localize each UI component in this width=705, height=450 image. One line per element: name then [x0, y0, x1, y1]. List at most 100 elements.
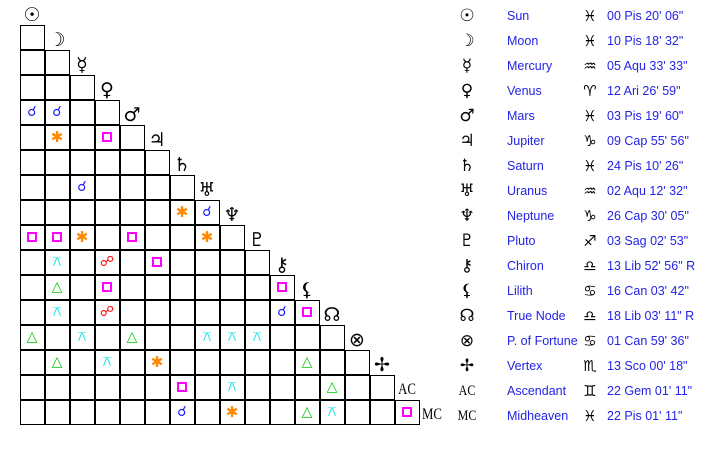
- aspect-cell-midheaven-saturn[interactable]: ☌: [169, 399, 195, 425]
- aspect-cell-p-of-fortune-mars[interactable]: △: [119, 324, 145, 350]
- aspect-cell-moon-sun[interactable]: [19, 24, 45, 50]
- aspect-cell-jupiter-moon[interactable]: ✱: [44, 124, 70, 150]
- aspect-cell-p-of-fortune-jupiter[interactable]: [144, 324, 170, 350]
- aspect-cell-lilith-neptune[interactable]: [219, 274, 245, 300]
- aspect-cell-venus-mercury[interactable]: [69, 74, 95, 100]
- aspect-cell-midheaven-uranus[interactable]: [194, 399, 220, 425]
- aspect-cell-uranus-mercury[interactable]: ☌: [69, 174, 95, 200]
- aspect-cell-lilith-saturn[interactable]: [169, 274, 195, 300]
- aspect-cell-midheaven-mars[interactable]: [119, 399, 145, 425]
- aspect-cell-vertex-jupiter[interactable]: ✱: [144, 349, 170, 375]
- aspect-cell-mercury-moon[interactable]: [44, 49, 70, 75]
- aspect-cell-saturn-venus[interactable]: [94, 149, 120, 175]
- aspect-cell-vertex-mercury[interactable]: [69, 349, 95, 375]
- aspect-cell-neptune-jupiter[interactable]: [144, 199, 170, 225]
- aspect-cell-chiron-neptune[interactable]: [219, 249, 245, 275]
- aspect-cell-neptune-venus[interactable]: [94, 199, 120, 225]
- aspect-cell-p-of-fortune-venus[interactable]: [94, 324, 120, 350]
- aspect-cell-chiron-saturn[interactable]: [169, 249, 195, 275]
- aspect-cell-true-node-lilith[interactable]: [294, 299, 320, 325]
- aspect-cell-pluto-moon[interactable]: [44, 224, 70, 250]
- aspect-cell-ascendant-uranus[interactable]: [194, 374, 220, 400]
- aspect-cell-ascendant-lilith[interactable]: [294, 374, 320, 400]
- aspect-cell-neptune-uranus[interactable]: ☌: [194, 199, 220, 225]
- aspect-cell-mars-venus[interactable]: [94, 99, 120, 125]
- aspect-cell-chiron-jupiter[interactable]: [144, 249, 170, 275]
- aspect-cell-uranus-jupiter[interactable]: [144, 174, 170, 200]
- aspect-cell-true-node-mars[interactable]: [119, 299, 145, 325]
- aspect-cell-midheaven-moon[interactable]: [44, 399, 70, 425]
- aspect-cell-midheaven-chiron[interactable]: [269, 399, 295, 425]
- aspect-cell-p-of-fortune-mercury[interactable]: ⚻: [69, 324, 95, 350]
- aspect-cell-vertex-venus[interactable]: ⚻: [94, 349, 120, 375]
- aspect-cell-true-node-neptune[interactable]: [219, 299, 245, 325]
- aspect-cell-ascendant-chiron[interactable]: [269, 374, 295, 400]
- aspect-cell-p-of-fortune-sun[interactable]: △: [19, 324, 45, 350]
- aspect-cell-ascendant-jupiter[interactable]: [144, 374, 170, 400]
- aspect-cell-pluto-venus[interactable]: [94, 224, 120, 250]
- aspect-cell-vertex-chiron[interactable]: [269, 349, 295, 375]
- aspect-cell-jupiter-venus[interactable]: [94, 124, 120, 150]
- aspect-cell-venus-sun[interactable]: [19, 74, 45, 100]
- aspect-cell-vertex-p-of-fortune[interactable]: [344, 349, 370, 375]
- aspect-cell-midheaven-venus[interactable]: [94, 399, 120, 425]
- aspect-cell-true-node-moon[interactable]: ⚻: [44, 299, 70, 325]
- aspect-cell-true-node-venus[interactable]: ☍: [94, 299, 120, 325]
- aspect-cell-lilith-moon[interactable]: △: [44, 274, 70, 300]
- aspect-cell-ascendant-moon[interactable]: [44, 374, 70, 400]
- aspect-cell-ascendant-mercury[interactable]: [69, 374, 95, 400]
- aspect-cell-midheaven-ascendant[interactable]: [394, 399, 420, 425]
- aspect-cell-true-node-saturn[interactable]: [169, 299, 195, 325]
- aspect-cell-jupiter-mars[interactable]: [119, 124, 145, 150]
- aspect-cell-p-of-fortune-pluto[interactable]: ⚻: [244, 324, 270, 350]
- aspect-cell-ascendant-mars[interactable]: [119, 374, 145, 400]
- aspect-cell-vertex-true-node[interactable]: [319, 349, 345, 375]
- aspect-cell-true-node-pluto[interactable]: [244, 299, 270, 325]
- aspect-cell-ascendant-saturn[interactable]: [169, 374, 195, 400]
- aspect-cell-uranus-saturn[interactable]: [169, 174, 195, 200]
- aspect-cell-true-node-mercury[interactable]: [69, 299, 95, 325]
- aspect-cell-mars-moon[interactable]: ☌: [44, 99, 70, 125]
- aspect-cell-ascendant-vertex[interactable]: [369, 374, 395, 400]
- aspect-cell-true-node-jupiter[interactable]: [144, 299, 170, 325]
- aspect-cell-ascendant-sun[interactable]: [19, 374, 45, 400]
- aspect-cell-vertex-pluto[interactable]: [244, 349, 270, 375]
- aspect-cell-lilith-jupiter[interactable]: [144, 274, 170, 300]
- aspect-cell-true-node-uranus[interactable]: [194, 299, 220, 325]
- aspect-cell-saturn-moon[interactable]: [44, 149, 70, 175]
- aspect-cell-lilith-chiron[interactable]: [269, 274, 295, 300]
- aspect-cell-midheaven-vertex[interactable]: [369, 399, 395, 425]
- aspect-cell-midheaven-neptune[interactable]: ✱: [219, 399, 245, 425]
- aspect-cell-pluto-saturn[interactable]: [169, 224, 195, 250]
- aspect-cell-neptune-moon[interactable]: [44, 199, 70, 225]
- aspect-cell-midheaven-sun[interactable]: [19, 399, 45, 425]
- aspect-cell-mars-mercury[interactable]: [69, 99, 95, 125]
- aspect-cell-p-of-fortune-neptune[interactable]: ⚻: [219, 324, 245, 350]
- aspect-cell-ascendant-true-node[interactable]: △: [319, 374, 345, 400]
- aspect-cell-saturn-sun[interactable]: [19, 149, 45, 175]
- aspect-cell-pluto-jupiter[interactable]: [144, 224, 170, 250]
- aspect-cell-lilith-pluto[interactable]: [244, 274, 270, 300]
- aspect-cell-ascendant-pluto[interactable]: [244, 374, 270, 400]
- aspect-cell-chiron-uranus[interactable]: [194, 249, 220, 275]
- aspect-cell-p-of-fortune-moon[interactable]: [44, 324, 70, 350]
- aspect-cell-vertex-moon[interactable]: △: [44, 349, 70, 375]
- aspect-cell-saturn-mercury[interactable]: [69, 149, 95, 175]
- aspect-cell-chiron-mars[interactable]: [119, 249, 145, 275]
- aspect-cell-midheaven-mercury[interactable]: [69, 399, 95, 425]
- aspect-cell-ascendant-p-of-fortune[interactable]: [344, 374, 370, 400]
- aspect-cell-uranus-venus[interactable]: [94, 174, 120, 200]
- aspect-cell-ascendant-neptune[interactable]: ⚻: [219, 374, 245, 400]
- aspect-cell-neptune-mars[interactable]: [119, 199, 145, 225]
- aspect-cell-p-of-fortune-uranus[interactable]: ⚻: [194, 324, 220, 350]
- aspect-cell-lilith-venus[interactable]: [94, 274, 120, 300]
- aspect-cell-pluto-neptune[interactable]: [219, 224, 245, 250]
- aspect-cell-p-of-fortune-lilith[interactable]: [294, 324, 320, 350]
- aspect-cell-pluto-uranus[interactable]: ✱: [194, 224, 220, 250]
- aspect-cell-saturn-mars[interactable]: [119, 149, 145, 175]
- aspect-cell-lilith-mars[interactable]: [119, 274, 145, 300]
- aspect-cell-pluto-sun[interactable]: [19, 224, 45, 250]
- aspect-cell-midheaven-true-node[interactable]: ⚻: [319, 399, 345, 425]
- aspect-cell-vertex-uranus[interactable]: [194, 349, 220, 375]
- aspect-cell-midheaven-p-of-fortune[interactable]: [344, 399, 370, 425]
